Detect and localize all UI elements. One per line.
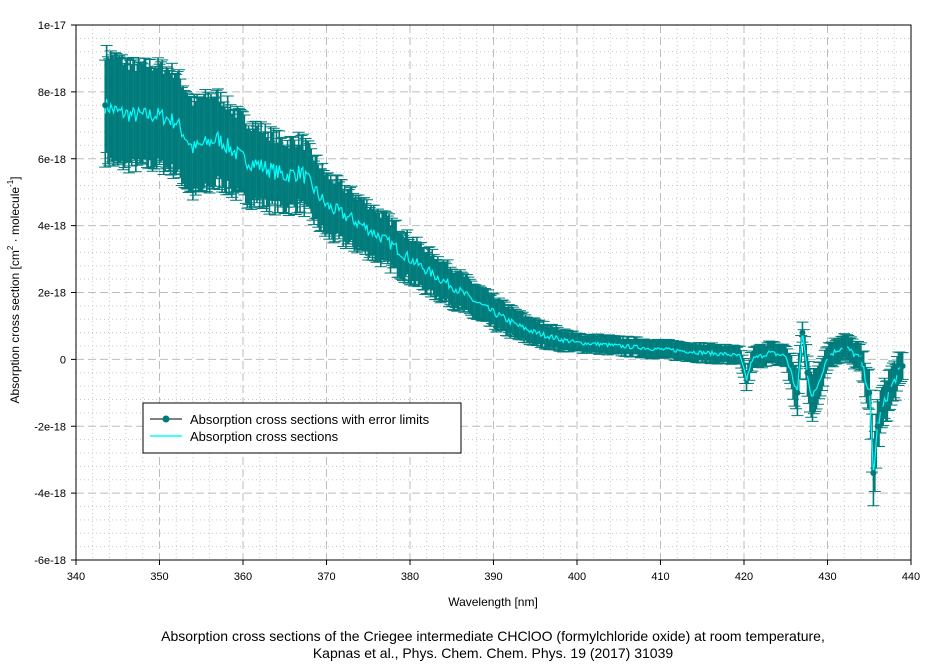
y-tick-label: -2e-18 xyxy=(34,421,66,433)
data-point-marker xyxy=(887,386,894,393)
data-point-marker xyxy=(804,369,811,376)
x-axis: 340 350 360 370 380 390 400 410 420 430 440 xyxy=(67,560,920,583)
x-tick-label: 410 xyxy=(651,571,669,583)
y-tick-label: -6e-18 xyxy=(34,555,66,567)
x-tick-label: 370 xyxy=(317,571,335,583)
data-point-marker xyxy=(799,329,806,336)
data-point-marker xyxy=(870,470,877,477)
y-axis-title-sup: 2 xyxy=(6,245,15,250)
y-axis-title-part: · molecule xyxy=(8,187,22,246)
x-tick-label: 440 xyxy=(902,571,920,583)
legend-label-errorbars: Absorption cross sections with error lim… xyxy=(190,412,430,427)
y-axis-title-part: Absorption cross section [cm xyxy=(8,250,22,403)
data-point-marker xyxy=(794,389,801,396)
x-tick-label: 420 xyxy=(735,571,753,583)
data-point-marker xyxy=(866,389,873,396)
cross-section-line xyxy=(104,98,903,473)
cross-section-line-series xyxy=(102,98,906,477)
data-point-marker xyxy=(895,369,902,376)
legend-marker-icon xyxy=(162,415,170,423)
data-point-marker xyxy=(841,343,848,349)
data-point-marker xyxy=(102,102,109,109)
x-tick-label: 390 xyxy=(484,571,502,583)
y-tick-label: 6e-18 xyxy=(38,154,66,166)
legend-box xyxy=(142,402,462,454)
data-point-marker xyxy=(878,406,885,413)
data-point-marker xyxy=(899,363,906,370)
y-tick-label: 1e-17 xyxy=(38,20,66,32)
y-tick-label: 8e-18 xyxy=(38,87,66,99)
y-tick-label: -4e-18 xyxy=(34,488,66,500)
x-tick-label: 350 xyxy=(150,571,168,583)
y-tick-label: 4e-18 xyxy=(38,221,66,233)
y-tick-label: 2e-18 xyxy=(38,288,66,300)
x-tick-label: 430 xyxy=(818,571,836,583)
data-point-marker xyxy=(874,423,881,430)
legend: Absorption cross sections with error lim… xyxy=(142,402,462,454)
error-band-series xyxy=(99,44,909,507)
x-axis-title: Wavelength [nm] xyxy=(448,595,538,609)
y-axis-title-sup: -1 xyxy=(6,179,15,187)
data-point-marker xyxy=(824,353,831,360)
x-tick-label: 380 xyxy=(401,571,419,583)
x-tick-label: 360 xyxy=(234,571,252,583)
x-tick-label: 400 xyxy=(568,571,586,583)
y-axis: 1e-17 8e-18 6e-18 4e-18 2e-18 0 -2e-18 -4e-18 -6… xyxy=(34,20,76,567)
data-point-marker xyxy=(809,396,816,403)
x-tick-label: 340 xyxy=(67,571,85,583)
y-axis-title-part: ] xyxy=(8,176,22,179)
caption-line-2: Kapnas et al., Phys. Chem. Chem. Phys. 1… xyxy=(312,645,674,661)
legend-label-cross-sections: Absorption cross sections xyxy=(190,429,339,444)
y-tick-label: 0 xyxy=(60,354,66,366)
data-point-marker xyxy=(857,356,864,363)
figure-caption: Absorption cross sections of the Criegee… xyxy=(0,628,936,662)
y-axis-title: Absorption cross section [cm2 · molecule… xyxy=(6,176,22,403)
caption-line-1: Absorption cross sections of the Criegee… xyxy=(161,628,825,644)
